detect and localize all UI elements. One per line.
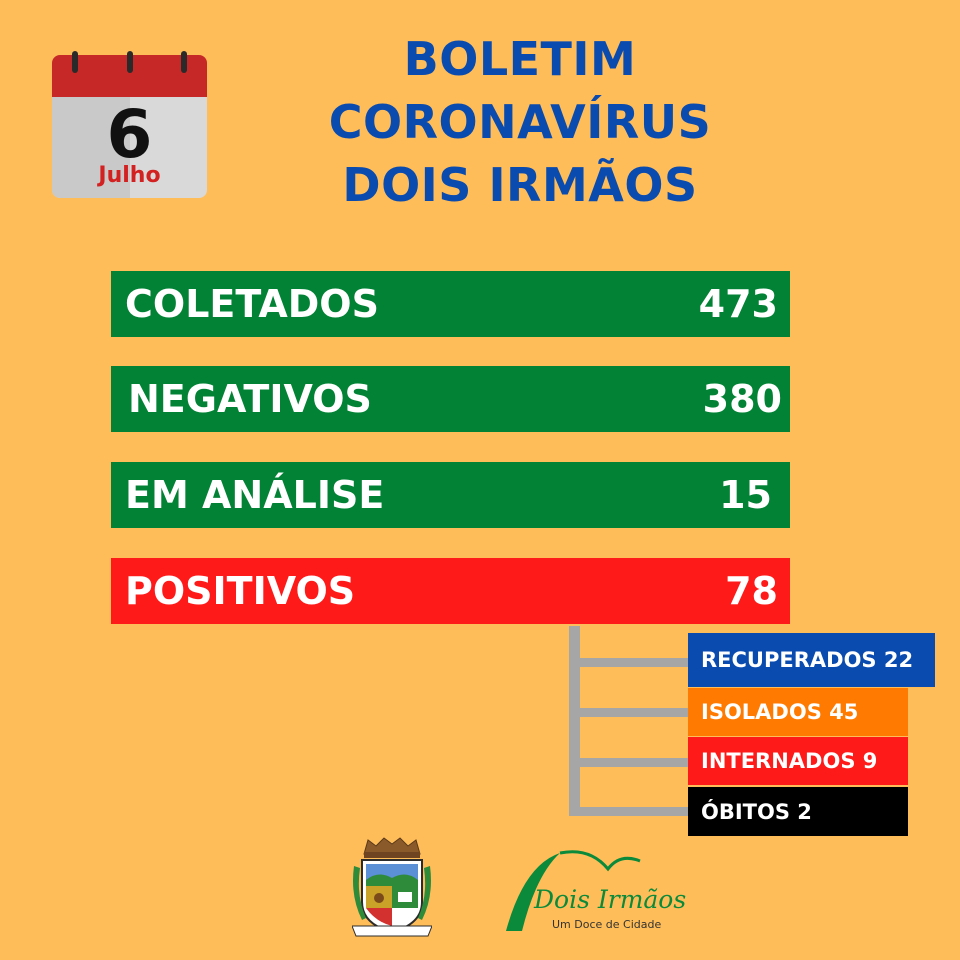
bulletin-title: BOLETIM CORONAVÍRUS DOIS IRMÃOS bbox=[300, 28, 740, 217]
brand-tagline: Um Doce de Cidade bbox=[552, 918, 662, 931]
connector-vertical bbox=[569, 626, 580, 816]
hills-logo-icon bbox=[506, 850, 641, 931]
brand-script: Dois Irmãos bbox=[534, 885, 687, 914]
calendar-ring-icon bbox=[72, 51, 78, 73]
stat-label: COLETADOS bbox=[125, 282, 379, 326]
breakdown-internados: INTERNADOS 9 bbox=[688, 737, 908, 785]
connector-branch bbox=[569, 758, 689, 767]
stat-label: NEGATIVOS bbox=[128, 377, 372, 421]
connector-branch bbox=[569, 807, 689, 816]
calendar-ring-icon bbox=[181, 51, 187, 73]
stat-value: 15 bbox=[719, 473, 772, 517]
calendar-ring-icon bbox=[127, 51, 133, 73]
dois-irmaos-brand-logo: Dois Irmãos Um Doce de Cidade bbox=[500, 845, 700, 935]
stat-bar-negativos: NEGATIVOS 380 bbox=[111, 366, 790, 432]
stat-value: 78 bbox=[725, 569, 778, 613]
calendar-icon: 6 Julho bbox=[52, 51, 207, 198]
municipal-coat-of-arms-icon bbox=[352, 837, 432, 937]
title-line-3: DOIS IRMÃOS bbox=[342, 158, 698, 212]
title-line-2: CORONAVÍRUS bbox=[328, 95, 712, 149]
breakdown-isolados: ISOLADOS 45 bbox=[688, 688, 908, 736]
connector-branch bbox=[569, 708, 689, 717]
stat-bar-em-analise: EM ANÁLISE 15 bbox=[111, 462, 790, 528]
breakdown-obitos: ÓBITOS 2 bbox=[688, 787, 908, 836]
stat-bar-coletados: COLETADOS 473 bbox=[111, 271, 790, 337]
connector-branch bbox=[569, 658, 689, 667]
stat-value: 380 bbox=[702, 377, 782, 421]
stat-bar-positivos: POSITIVOS 78 bbox=[111, 558, 790, 624]
calendar-day: 6 bbox=[106, 96, 153, 173]
calendar-month: Julho bbox=[98, 163, 161, 188]
stat-value: 473 bbox=[698, 282, 778, 326]
title-line-1: BOLETIM bbox=[403, 32, 637, 86]
breakdown-recuperados: RECUPERADOS 22 bbox=[688, 633, 935, 687]
stat-label: EM ANÁLISE bbox=[125, 473, 385, 517]
stat-label: POSITIVOS bbox=[125, 569, 356, 613]
